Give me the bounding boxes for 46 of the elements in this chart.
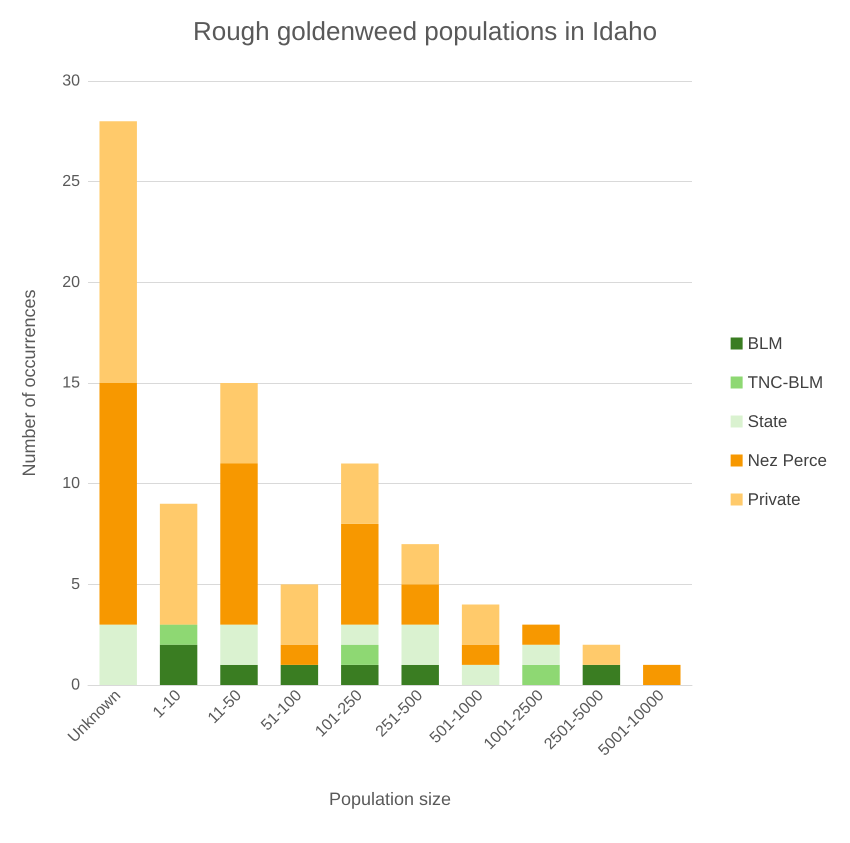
legend-label: State bbox=[748, 412, 788, 431]
bar bbox=[401, 544, 439, 584]
y-axis-title: Number of occurrences bbox=[19, 289, 39, 477]
bar bbox=[220, 464, 258, 625]
bar bbox=[341, 464, 379, 524]
bar bbox=[522, 624, 560, 645]
bar bbox=[582, 664, 620, 685]
bar bbox=[220, 664, 258, 685]
bar bbox=[643, 664, 681, 685]
bar bbox=[462, 644, 500, 665]
bar bbox=[160, 644, 198, 685]
y-tick-label: 25 bbox=[62, 173, 80, 190]
bar bbox=[341, 624, 379, 645]
bar bbox=[522, 664, 560, 685]
bar bbox=[280, 584, 318, 645]
y-tick-label: 0 bbox=[71, 676, 80, 694]
bar bbox=[582, 644, 620, 665]
legend-label: TNC-BLM bbox=[748, 373, 824, 392]
bar bbox=[341, 664, 379, 685]
legend-label: BLM bbox=[748, 334, 783, 353]
bar bbox=[160, 504, 198, 625]
bar bbox=[99, 383, 137, 625]
bar bbox=[220, 383, 258, 464]
y-tick-label: 15 bbox=[62, 374, 80, 392]
bar bbox=[280, 644, 318, 665]
legend-label: Nez Perce bbox=[748, 451, 828, 470]
bar bbox=[99, 121, 137, 383]
y-tick-label: 30 bbox=[62, 72, 80, 90]
bar bbox=[160, 624, 198, 645]
bar bbox=[341, 644, 379, 665]
bar bbox=[341, 524, 379, 625]
bar bbox=[99, 624, 137, 685]
bar bbox=[280, 664, 318, 685]
bar bbox=[401, 584, 439, 625]
legend-label: Private bbox=[748, 490, 801, 509]
x-axis-title: Population size bbox=[328, 789, 452, 809]
y-tick-label: 20 bbox=[62, 274, 80, 291]
bar bbox=[462, 604, 500, 645]
bar bbox=[462, 664, 500, 685]
chart-title: Rough goldenweed populations in Idaho bbox=[192, 16, 658, 46]
bar bbox=[401, 664, 439, 685]
bar bbox=[522, 644, 560, 665]
bar bbox=[401, 624, 439, 665]
y-tick-label: 5 bbox=[71, 576, 80, 593]
y-tick-label: 10 bbox=[62, 475, 80, 492]
bar bbox=[220, 624, 258, 665]
